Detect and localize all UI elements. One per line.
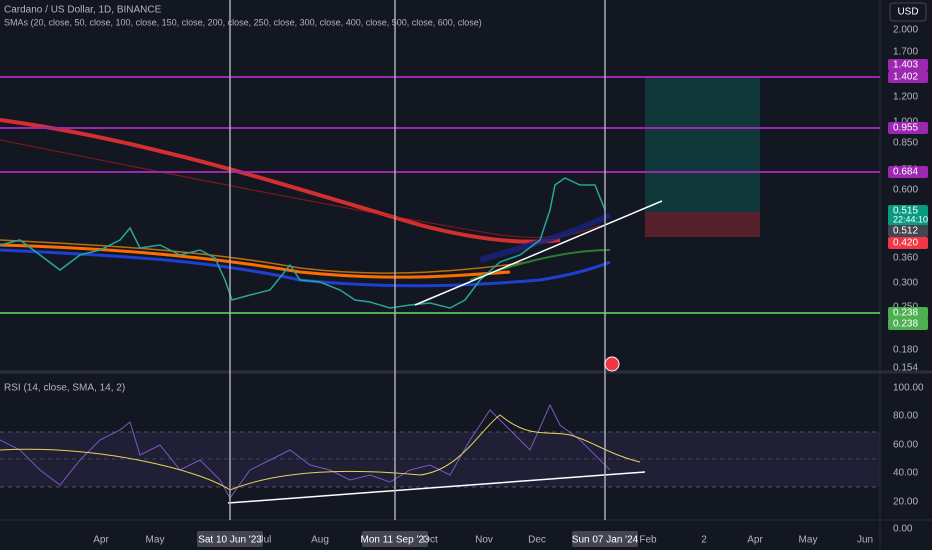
price-label: 0.850	[893, 138, 918, 149]
rsi-band	[0, 432, 880, 487]
price-label: 0.300	[893, 278, 918, 289]
time-label: Dec	[528, 535, 546, 546]
trend-line	[414, 200, 663, 306]
price-tag: 1.402	[893, 72, 918, 83]
profit-zone	[645, 77, 760, 212]
currency-button[interactable]	[889, 2, 927, 22]
price-tag-bg	[888, 318, 928, 330]
price-tag: 0.512	[893, 226, 918, 237]
rsi-axis-label: 20.00	[893, 497, 918, 508]
price-tag: 0.684	[893, 167, 918, 178]
price-label: 0.154	[893, 363, 918, 374]
rsi-axis-label: 0.00	[893, 524, 913, 535]
price-label: 0.360	[893, 253, 918, 264]
rsi-title: RSI (14, close, SMA, 14, 2)	[4, 383, 125, 394]
rsi-ma	[0, 414, 641, 491]
time-label: Apr	[93, 535, 109, 546]
event-icon[interactable]	[604, 356, 620, 372]
price-label: 2.000	[893, 25, 918, 36]
time-label: Feb	[639, 535, 657, 546]
sma-150	[0, 239, 531, 274]
time-label: Oct	[422, 535, 438, 546]
loss-zone	[645, 212, 760, 237]
price-tag-bg	[888, 122, 928, 134]
time-label: Nov	[475, 535, 493, 546]
rsi-axis-label: 40.00	[893, 468, 918, 479]
price-line	[0, 177, 606, 309]
price-tag: 1.403	[893, 60, 918, 71]
time-label: May	[146, 535, 165, 546]
price-tag-bg	[888, 237, 928, 249]
price-tag: 0.955	[893, 123, 918, 134]
time-label: Mon 11 Sep '23	[361, 535, 430, 546]
sma-50	[0, 248, 611, 288]
price-tag: 0.238	[893, 308, 918, 319]
date-highlight	[572, 531, 638, 547]
time-label: Aug	[311, 535, 329, 546]
rsi-axis-label: 60.00	[893, 440, 918, 451]
price-tag: 0.238	[893, 319, 918, 330]
indicator-label: SMAs (20, close, 50, close, 100, close, …	[4, 17, 482, 27]
price-tag: 22:44:10	[893, 214, 928, 224]
currency[interactable]: USD	[897, 7, 918, 18]
date-highlight	[362, 531, 428, 547]
date-highlight	[197, 531, 263, 547]
time-label: Apr	[747, 535, 763, 546]
sma-20	[479, 212, 612, 263]
price-tag-bg	[888, 214, 928, 226]
price-label: 1.200	[893, 92, 918, 103]
time-label: Sat 10 Jun '23	[198, 535, 262, 546]
rsi-trend-line	[227, 471, 646, 504]
time-label: 2	[701, 535, 707, 546]
rsi-axis-label: 100.00	[893, 383, 924, 394]
price-label: 1.700	[893, 47, 918, 58]
rsi-axis-label: 80.00	[893, 411, 918, 422]
symbol-title: Cardano / US Dollar, 1D, BINANCE	[4, 5, 162, 16]
price-tag-bg	[888, 71, 928, 83]
time-label: Jun	[857, 535, 873, 546]
price-label: 0.180	[893, 345, 918, 356]
price-tag: 0.515	[893, 206, 918, 217]
price-tag-bg	[888, 225, 928, 237]
price-tag-bg	[888, 59, 928, 71]
price-label: 0.600	[893, 185, 918, 196]
time-label: Sun 07 Jan '24	[572, 535, 639, 546]
price-tag-bg	[888, 166, 928, 178]
sma-100	[0, 243, 511, 279]
time-label: Jul	[259, 535, 272, 546]
price-tag: 0.420	[893, 238, 918, 249]
rsi-line	[0, 403, 611, 499]
price-tag-bg	[888, 307, 928, 319]
sma-200	[0, 118, 561, 244]
time-label: May	[799, 535, 818, 546]
